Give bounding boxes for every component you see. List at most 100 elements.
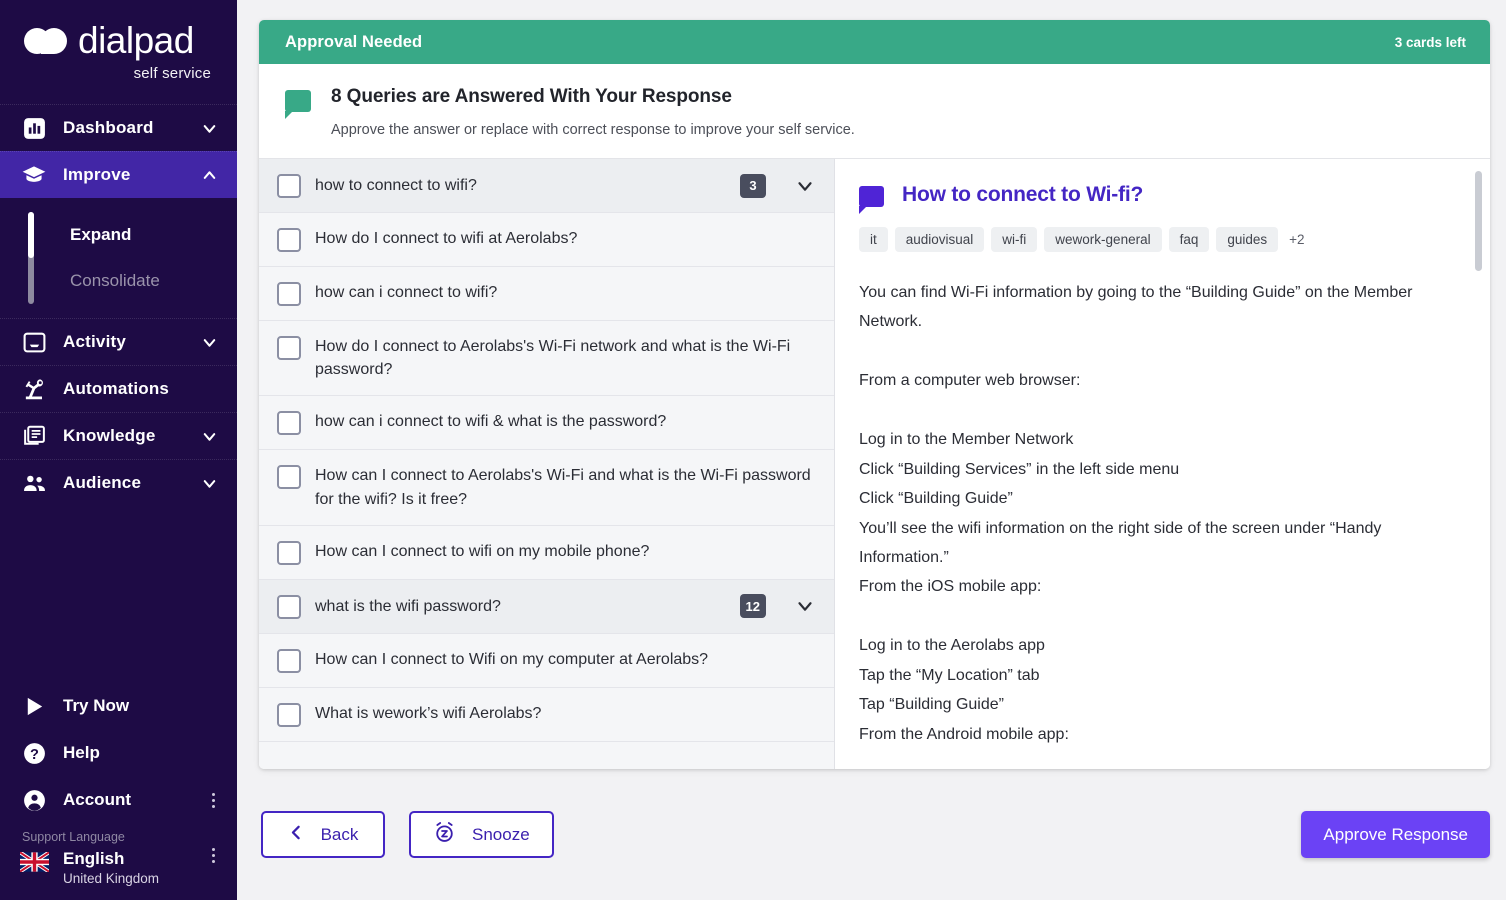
query-checkbox[interactable] [277,648,301,673]
answer-panel: How to connect to Wi-fi? it audiovisual wi… [835,159,1490,769]
query-text: how can i connect to wifi & what is the … [315,413,667,431]
account-more-options-icon[interactable] [205,792,221,808]
chevron-down-icon[interactable] [792,595,818,617]
query-row[interactable]: how can i connect to wifi? [259,267,834,321]
robot-arm-icon [20,375,48,403]
sidebar-item-label: Account [63,790,131,810]
chevron-down-icon[interactable] [199,427,219,446]
play-icon [20,692,48,720]
language-selector[interactable]: English United Kingdom [0,846,237,900]
query-text: how can i connect to wifi? [315,284,498,301]
query-checkbox[interactable] [277,540,301,565]
intro-description: Approve the answer or replace with corre… [331,122,855,138]
dialpad-logo-icon [24,26,68,56]
query-text: how to connect to wifi? [315,176,477,194]
people-icon [20,469,48,497]
query-checkbox[interactable] [277,228,301,252]
sidebar-item-label: Dashboard [63,118,154,137]
query-row[interactable]: What is wework’s wifi Aerolabs? [259,688,834,742]
chevron-down-icon[interactable] [199,119,219,138]
card-body-split: how to connect to wifi? 3 How do I connect… [259,158,1490,769]
language-name: English [63,848,125,868]
query-row[interactable]: how to connect to wifi? 3 [259,159,834,213]
answer-tag[interactable]: guides [1216,227,1279,252]
approve-response-button[interactable]: Approve Response [1301,811,1490,858]
chevron-down-icon[interactable] [199,333,219,352]
sidebar-item-account[interactable]: Account [0,777,237,824]
answer-tag[interactable]: audiovisual [894,227,985,252]
query-checkbox[interactable] [277,411,301,436]
query-text: How can I connect to Aerolabs's Wi-Fi an… [315,467,811,508]
sidebar-item-knowledge[interactable]: Knowledge [0,412,237,459]
sidebar-subitem-consolidate[interactable]: Consolidate [0,258,237,304]
answer-tag[interactable]: faq [1168,227,1210,252]
uk-flag-icon [18,850,51,874]
query-text: How do I connect to wifi at Aerolabs? [315,230,578,247]
query-checkbox[interactable] [277,174,301,198]
query-row[interactable]: How can I connect to wifi on my mobile p… [259,526,834,580]
sidebar-item-label: Try Now [63,696,130,716]
query-list: how to connect to wifi? 3 How do I connect… [259,159,835,769]
sidebar-item-improve[interactable]: Improve [0,151,237,198]
inbox-icon [20,328,48,356]
sidebar-item-audience[interactable]: Audience [0,459,237,506]
sidebar-item-dashboard[interactable]: Dashboard [0,104,237,151]
language-text: English United Kingdom [63,848,191,886]
chevron-down-icon[interactable] [199,474,219,493]
answer-tag[interactable]: it [859,227,888,252]
query-text: How do I connect to Aerolabs's Wi-Fi net… [315,338,791,379]
sidebar-item-label: Knowledge [63,426,156,445]
sidebar-subnav: Expand Consolidate [0,198,237,318]
bar-chart-icon [20,114,48,142]
answer-tag[interactable]: wework-general [1044,227,1162,252]
sidebar-subitem-label: Expand [70,225,132,244]
documents-icon [20,422,48,450]
query-count-badge: 3 [740,173,766,198]
query-text: What is wework’s wifi Aerolabs? [315,704,542,722]
query-count-badge: 12 [739,594,766,619]
query-row[interactable]: How can I connect to Aerolabs's Wi-Fi an… [259,450,834,526]
answer-body: You can find Wi-Fi information by going … [859,284,1413,743]
card-title: Approval Needed [285,32,423,51]
answer-tags-more[interactable]: +2 [1289,232,1305,247]
query-row[interactable]: How can I connect to Wifi on my computer… [259,634,834,688]
sidebar-item-automations[interactable]: Automations [0,365,237,412]
card-header: Approval Needed 3 cards left [259,20,1490,64]
brand-name: dialpad [78,20,194,61]
cards-left-count: 3 cards left [1394,34,1466,50]
sidebar-item-label: Improve [63,165,131,184]
chevron-left-icon [288,824,305,846]
query-text: How can I connect to Wifi on my computer… [315,650,709,668]
sidebar-item-activity[interactable]: Activity [0,318,237,365]
answer-title: How to connect to Wi-fi? [902,183,1144,206]
query-checkbox[interactable] [277,282,301,306]
query-row[interactable]: what is the wifi password? 12 [259,579,834,634]
main-content: Approval Needed 3 cards left 8 Queries a… [237,0,1506,900]
graduation-cap-icon [20,161,48,189]
query-row[interactable]: how can i connect to wifi & what is the … [259,396,834,451]
query-text: How can I connect to wifi on my mobile p… [315,542,650,560]
sidebar-item-help[interactable]: ? Help [0,730,237,777]
answer-scrollbar[interactable] [1475,171,1482,271]
chevron-up-icon[interactable] [199,166,219,185]
query-checkbox[interactable] [277,465,301,490]
chevron-down-icon[interactable] [792,175,818,197]
brand: dialpad self service [0,0,237,82]
sidebar-subitem-expand[interactable]: Expand [0,212,237,258]
sidebar-item-label: Activity [63,332,127,351]
query-text: what is the wifi password? [315,597,501,615]
subnav-progress-track [28,212,34,304]
query-checkbox[interactable] [277,702,301,727]
sidebar-bottom: Try Now ? Help Account Support Language [0,683,237,900]
query-checkbox[interactable] [277,594,301,619]
snooze-button[interactable]: Snooze [409,811,554,858]
answer-tag[interactable]: wi-fi [991,227,1038,252]
sidebar-item-try-now[interactable]: Try Now [0,683,237,730]
back-button[interactable]: Back [261,811,385,858]
language-more-options-icon[interactable] [205,847,221,863]
query-row[interactable]: How do I connect to wifi at Aerolabs? [259,213,834,267]
support-language-label: Support Language [22,829,125,844]
query-checkbox[interactable] [277,336,301,360]
query-row[interactable]: How do I connect to Aerolabs's Wi-Fi net… [259,321,834,397]
